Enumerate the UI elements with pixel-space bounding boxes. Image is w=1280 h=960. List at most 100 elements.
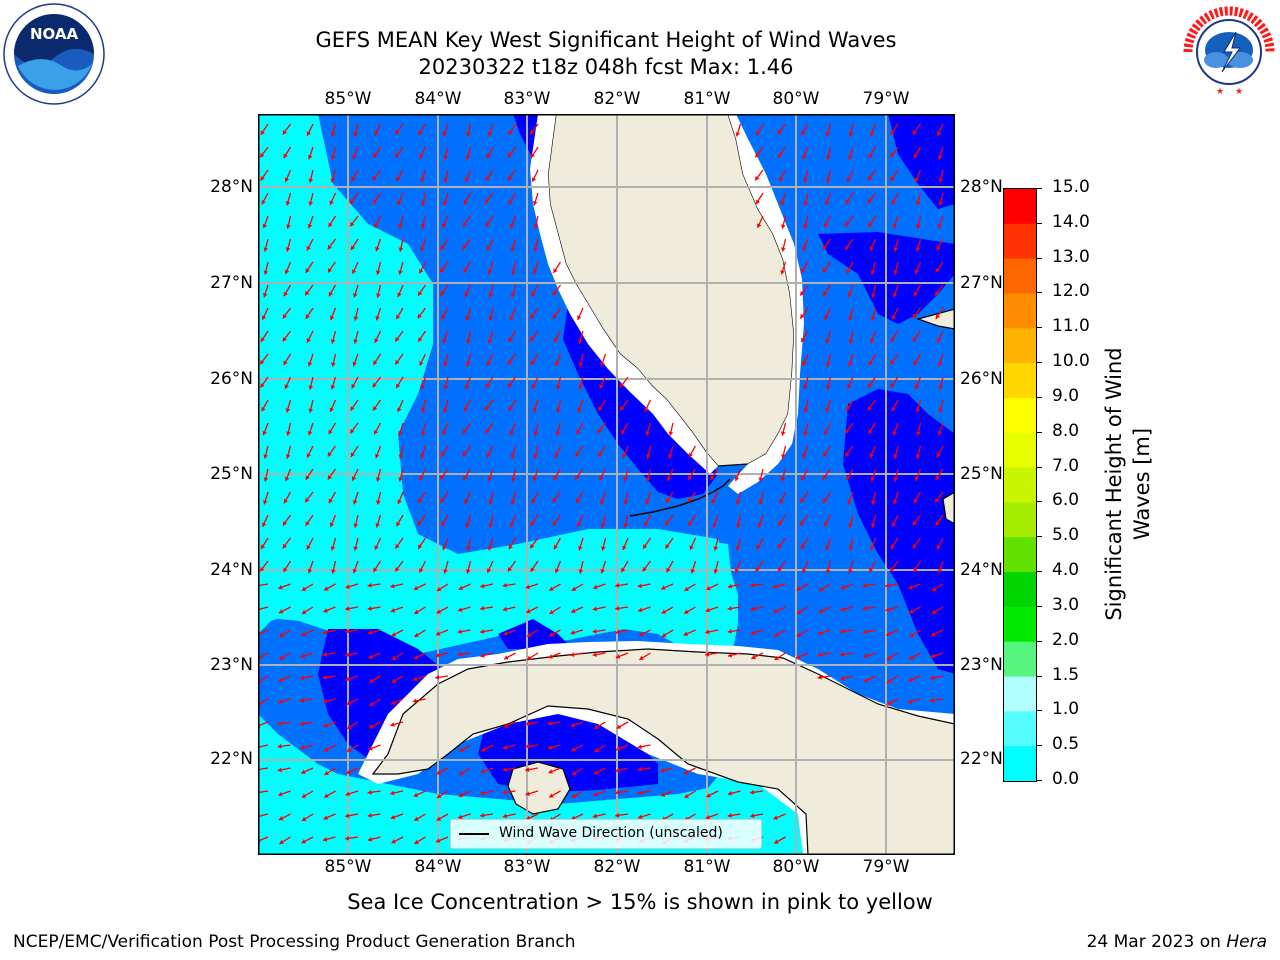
wave-direction-arrow xyxy=(308,169,314,183)
wave-direction-arrow xyxy=(397,284,404,298)
footer-date: 24 Mar 2023 on xyxy=(1086,932,1227,952)
wave-direction-arrow xyxy=(937,215,944,229)
wave-direction-arrow xyxy=(848,307,854,321)
wave-direction-arrow xyxy=(868,560,877,573)
wave-direction-arrow xyxy=(351,468,359,481)
wave-direction-arrow xyxy=(826,353,832,367)
wave-direction-arrow xyxy=(301,790,314,799)
wave-direction-arrow xyxy=(886,652,899,661)
wave-direction-arrow xyxy=(848,123,854,137)
wave-direction-arrow xyxy=(893,238,899,252)
wave-direction-arrow xyxy=(463,399,472,412)
colorbar-band xyxy=(1004,189,1036,225)
wave-direction-arrow xyxy=(509,422,517,436)
wave-direction-arrow xyxy=(417,284,427,297)
wave-direction-arrow xyxy=(480,812,494,818)
wave-direction-arrow xyxy=(508,192,517,205)
wave-direction-arrow xyxy=(570,652,584,657)
wave-direction-arrow xyxy=(487,537,494,551)
wave-direction-arrow xyxy=(510,284,517,298)
wave-direction-arrow xyxy=(352,560,359,574)
wave-direction-arrow xyxy=(480,652,494,658)
wave-direction-arrow xyxy=(510,238,517,252)
wave-direction-arrow xyxy=(331,146,337,160)
wave-direction-arrow xyxy=(935,307,944,320)
wave-direction-arrow xyxy=(907,698,921,704)
wave-direction-arrow xyxy=(367,836,381,842)
wave-direction-arrow xyxy=(484,399,494,411)
wave-direction-arrow xyxy=(594,744,606,753)
wave-direction-arrow xyxy=(848,537,854,551)
wave-direction-arrow xyxy=(464,376,472,390)
wave-direction-arrow xyxy=(300,697,314,703)
wave-direction-arrow xyxy=(684,790,696,799)
wave-direction-arrow xyxy=(914,169,922,183)
wave-direction-arrow xyxy=(322,629,336,635)
wave-direction-arrow xyxy=(637,813,651,820)
colorbar-band xyxy=(1004,676,1036,712)
deep-wave-zone xyxy=(843,389,955,674)
wave-direction-arrow xyxy=(755,123,764,136)
wave-direction-arrow xyxy=(260,537,269,550)
lon-label-top: 85°W xyxy=(324,89,372,109)
wave-direction-arrow xyxy=(645,491,652,505)
wave-direction-arrow xyxy=(620,422,629,435)
wave-direction-arrow xyxy=(867,422,877,435)
wave-direction-arrow xyxy=(373,215,382,228)
wave-direction-arrow xyxy=(418,560,427,573)
wave-direction-arrow xyxy=(825,399,832,413)
wave-direction-arrow xyxy=(394,146,404,158)
colorbar-band xyxy=(1004,432,1036,469)
wave-direction-arrow xyxy=(600,491,607,505)
wave-direction-arrow xyxy=(352,353,359,367)
wave-direction-arrow xyxy=(352,146,359,160)
wave-direction-arrow xyxy=(869,123,877,137)
wave-direction-arrow xyxy=(391,652,404,661)
wave-direction-arrow xyxy=(307,353,314,367)
wave-direction-arrow xyxy=(345,790,359,797)
wave-direction-arrow xyxy=(398,422,404,436)
wave-direction-arrow xyxy=(278,790,291,797)
wave-direction-arrow xyxy=(615,744,629,751)
wave-direction-arrow xyxy=(502,582,516,588)
wave-direction-arrow xyxy=(802,146,809,160)
wave-direction-arrow xyxy=(436,813,449,821)
colorbar-tick xyxy=(1036,745,1042,747)
wave-direction-arrow xyxy=(600,514,607,528)
wave-direction-arrow xyxy=(780,215,787,229)
wave-direction-arrow xyxy=(750,606,764,612)
wave-direction-arrow xyxy=(822,284,832,297)
wave-direction-arrow xyxy=(262,491,269,505)
wave-direction-arrow xyxy=(349,399,359,411)
map-title-line1: GEFS MEAN Key West Significant Height of… xyxy=(315,28,897,52)
wave-direction-arrow xyxy=(930,697,944,703)
lat-label-left: 27°N xyxy=(210,273,253,293)
colorbar-tick xyxy=(1036,536,1042,538)
wave-direction-arrow xyxy=(772,583,786,589)
wave-direction-arrow xyxy=(683,606,696,615)
wave-direction-arrow xyxy=(329,307,337,321)
wave-direction-arrow xyxy=(688,514,697,527)
wave-direction-arrow xyxy=(345,628,359,634)
wave-direction-arrow xyxy=(885,606,899,612)
wave-direction-arrow xyxy=(645,422,652,436)
wave-direction-arrow xyxy=(689,537,697,551)
wave-direction-arrow xyxy=(593,721,606,730)
wave-direction-arrow xyxy=(420,169,427,183)
wave-direction-arrow xyxy=(555,376,562,390)
colorbar-tick xyxy=(1036,501,1042,503)
wave-direction-arrow xyxy=(531,169,539,183)
wave-direction-arrow xyxy=(480,767,494,774)
wave-direction-arrow xyxy=(397,399,404,413)
wave-direction-arrow xyxy=(552,261,562,274)
wave-direction-arrow xyxy=(327,238,337,250)
wave-direction-arrow xyxy=(301,583,314,592)
wave-direction-arrow xyxy=(937,146,944,160)
wave-direction-arrow xyxy=(637,766,651,772)
wave-direction-arrow xyxy=(553,537,562,550)
wave-direction-arrow xyxy=(937,422,944,436)
wave-direction-arrow xyxy=(938,192,944,206)
wave-direction-arrow xyxy=(398,238,404,252)
wave-direction-arrow xyxy=(488,514,494,528)
wave-direction-arrow xyxy=(908,675,921,682)
